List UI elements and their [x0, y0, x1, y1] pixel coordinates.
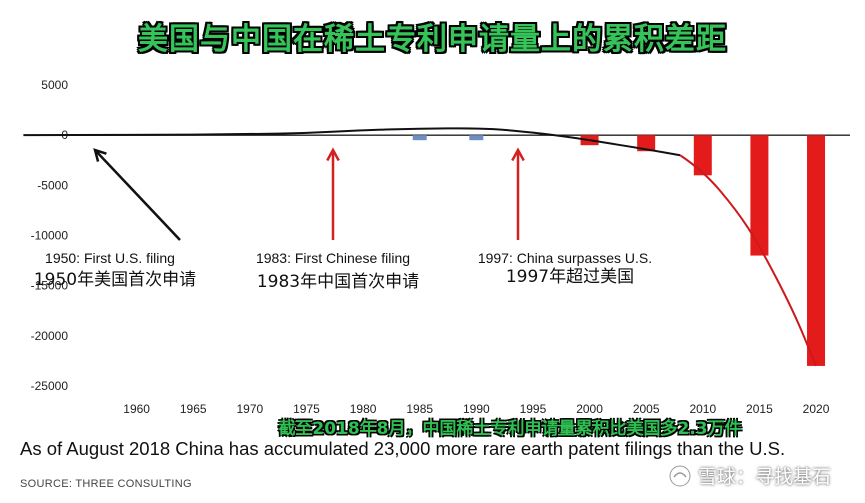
watermark-text: 雪球：寻找基石 [698, 466, 832, 488]
y-tick-label: -5000 [37, 178, 68, 192]
annotation-text-cn: 1983年中国首次申请 [257, 272, 419, 292]
chart-bars [412, 135, 826, 366]
bar-1985 [412, 135, 427, 141]
x-tick-label: 1965 [180, 402, 207, 416]
x-tick-label: 1995 [520, 402, 547, 416]
source-credit: SOURCE: THREE CONSULTING [20, 478, 192, 490]
chart-title-banner: 美国与中国在稀土专利申请量上的累积差距 [0, 0, 865, 72]
annotation-text-en: 1997: China surpasses U.S. [478, 250, 652, 266]
chart-title: 美国与中国在稀土专利申请量上的累积差距 [138, 22, 727, 57]
cumulative-curve-red [679, 154, 817, 367]
annotation-arrow-head-icon [93, 148, 107, 162]
x-tick-label: 1975 [293, 402, 320, 416]
x-tick-label: 2020 [803, 402, 830, 416]
english-caption: As of August 2018 China has accumulated … [20, 438, 786, 459]
cumulative-curve-black [23, 127, 681, 157]
x-tick-label: 1960 [123, 402, 150, 416]
y-tick-label: -10000 [31, 229, 69, 243]
annotation-text-cn: 1950年美国首次申请 [34, 270, 196, 290]
annotation-text-en: 1950: First U.S. filing [45, 250, 175, 266]
bar-1990 [469, 135, 484, 141]
x-tick-label: 1980 [350, 402, 377, 416]
x-tick-label: 1985 [406, 402, 433, 416]
x-tick-label: 2005 [633, 402, 660, 416]
y-tick-label: -15000 [31, 279, 69, 293]
chart-curves [23, 127, 817, 367]
x-tick-label: 2000 [576, 402, 603, 416]
x-tick-label: 2010 [689, 402, 716, 416]
annotation-arrow-head-icon [326, 147, 340, 162]
chart-annotations: 1950: First U.S. filing 1950年美国首次申请 1983: … [34, 147, 652, 292]
snowball-logo-icon [669, 465, 691, 486]
y-tick-label: -25000 [31, 379, 69, 393]
bar-2010 [693, 135, 712, 176]
bar-2015 [750, 135, 769, 256]
chinese-caption: 截至2018年8月，中国稀土专利申请量累积比美国多2.3万件 [278, 419, 742, 439]
x-tick-label: 1990 [463, 402, 490, 416]
y-tick-label: 5000 [41, 78, 68, 92]
x-tick-label: 1970 [237, 402, 264, 416]
bar-2020 [807, 135, 826, 366]
bar-2005 [637, 135, 656, 152]
x-tick-label: 2015 [746, 402, 773, 416]
annotation-arrow-shaft [94, 149, 181, 241]
xueqiu-watermark: 雪球：寻找基石 [668, 462, 831, 489]
annotation-text-en: 1983: First Chinese filing [256, 250, 410, 266]
annotation-arrow-head-icon [511, 147, 525, 162]
annotation-text-cn: 1997年超过美国 [506, 267, 634, 287]
y-tick-label: -20000 [31, 329, 69, 343]
